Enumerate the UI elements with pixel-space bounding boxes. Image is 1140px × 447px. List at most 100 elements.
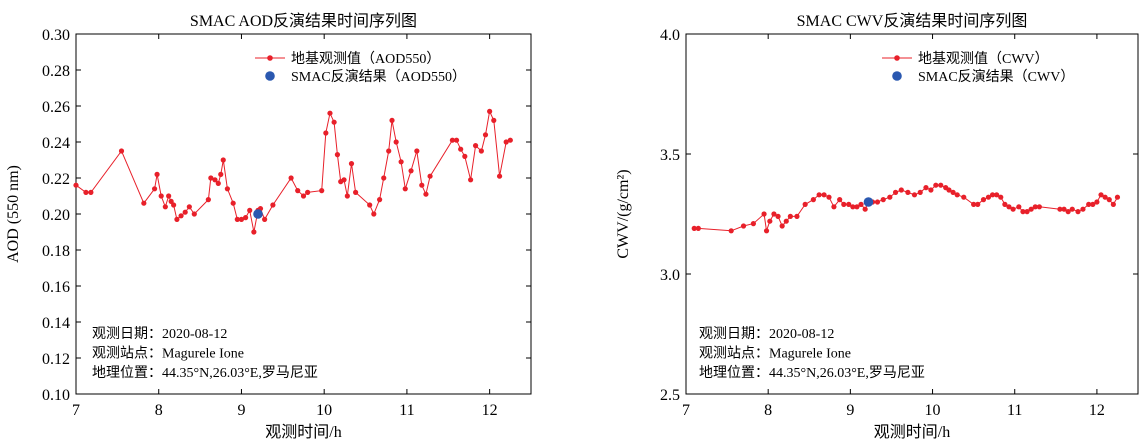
chart-title: SMAC AOD反演结果时间序列图: [190, 12, 417, 30]
data-point: [1024, 209, 1030, 215]
annotation-text: 地理位置：44.35°N,26.03°E,罗马尼亚: [699, 365, 925, 381]
data-point: [234, 216, 240, 222]
x-tick-label: 10: [925, 402, 941, 419]
data-point: [1028, 206, 1034, 212]
data-point: [923, 185, 929, 191]
data-point: [478, 148, 484, 154]
data-point: [802, 201, 808, 207]
data-point: [887, 194, 893, 200]
data-point: [837, 197, 843, 203]
data-point: [323, 130, 329, 136]
data-point: [182, 209, 188, 215]
data-point: [779, 223, 785, 229]
data-point: [767, 218, 773, 224]
data-point: [763, 228, 770, 234]
y-tick-label: 0.24: [42, 135, 70, 152]
data-point: [371, 211, 377, 217]
data-point: [208, 175, 214, 181]
legend-label: SMAC反演结果（AOD550）: [291, 69, 466, 85]
data-point: [880, 197, 886, 203]
data-point: [1075, 209, 1081, 215]
data-point: [408, 168, 414, 174]
data-point: [1032, 204, 1038, 210]
data-point: [761, 211, 767, 217]
data-point: [496, 173, 503, 179]
retrieval-point: [863, 197, 874, 207]
data-point: [503, 139, 509, 145]
y-axis-label: AOD (550 nm): [5, 165, 22, 263]
data-point: [998, 194, 1004, 200]
x-axis-label: 观测时间/h: [874, 423, 950, 441]
data-point: [892, 189, 899, 195]
data-point: [162, 204, 168, 210]
data-point: [898, 187, 904, 193]
data-point: [174, 216, 180, 222]
data-point: [1090, 201, 1096, 207]
legend-label: SMAC反演结果（CWV）: [918, 69, 1074, 85]
data-point: [980, 197, 987, 203]
data-point: [288, 175, 294, 181]
data-point: [158, 193, 164, 199]
data-point: [831, 204, 837, 210]
data-point: [961, 194, 967, 200]
legend-marker: [265, 71, 275, 81]
data-point: [230, 200, 236, 206]
x-tick-label: 12: [1089, 402, 1105, 419]
data-point: [1110, 201, 1116, 207]
data-point: [242, 215, 249, 221]
data-point: [414, 148, 420, 154]
y-tick-label: 0.30: [42, 27, 70, 44]
data-point: [458, 146, 464, 152]
data-point: [300, 193, 307, 199]
data-point: [73, 182, 79, 188]
data-point: [331, 119, 337, 125]
data-point: [205, 197, 211, 203]
data-point: [1061, 206, 1067, 212]
data-point: [938, 182, 944, 188]
data-point: [270, 202, 276, 208]
annotation-text: 观测站点：Magurele Ione: [699, 346, 851, 362]
data-point: [487, 108, 493, 114]
data-point: [419, 182, 425, 188]
x-tick-label: 8: [155, 402, 163, 419]
x-tick-label: 12: [482, 402, 498, 419]
data-point: [821, 192, 827, 198]
data-point: [83, 189, 89, 195]
data-point: [794, 213, 800, 219]
data-point: [468, 177, 474, 183]
data-point: [810, 197, 816, 203]
data-point: [971, 201, 977, 207]
data-point: [334, 152, 341, 158]
data-point: [88, 189, 94, 195]
data-point: [295, 188, 301, 194]
data-point: [928, 187, 934, 193]
data-point: [507, 137, 513, 143]
data-point: [787, 213, 793, 219]
series-2: [863, 197, 874, 207]
data-point: [994, 192, 1000, 198]
y-tick-label: 2.5: [660, 387, 680, 404]
chart-panel-1: SMAC AOD反演结果时间序列图 7 8 9 10 11 12 0.10 0.12 0.14 0.…: [5, 12, 532, 441]
data-point: [178, 213, 184, 219]
data-point: [344, 193, 350, 199]
data-point: [728, 228, 734, 234]
data-point: [1098, 192, 1104, 198]
x-tick-label: 7: [72, 402, 80, 419]
data-point: [191, 211, 197, 217]
data-point: [905, 189, 911, 195]
legend-marker: [894, 55, 900, 61]
data-point: [212, 177, 218, 183]
plot-frame: [685, 33, 1139, 395]
data-point: [1036, 204, 1042, 210]
annotation-text: 观测日期：2020-08-12: [699, 326, 834, 342]
y-tick-label: 0.10: [42, 387, 70, 404]
series-1: [73, 108, 513, 235]
annotation-text: 观测站点：Magurele Ione: [92, 346, 244, 362]
data-point: [353, 189, 359, 195]
data-point: [1006, 204, 1012, 210]
data-point: [841, 201, 847, 207]
chart-title: SMAC CWV反演结果时间序列图: [797, 12, 1028, 30]
y-tick-label: 0.28: [42, 63, 70, 80]
